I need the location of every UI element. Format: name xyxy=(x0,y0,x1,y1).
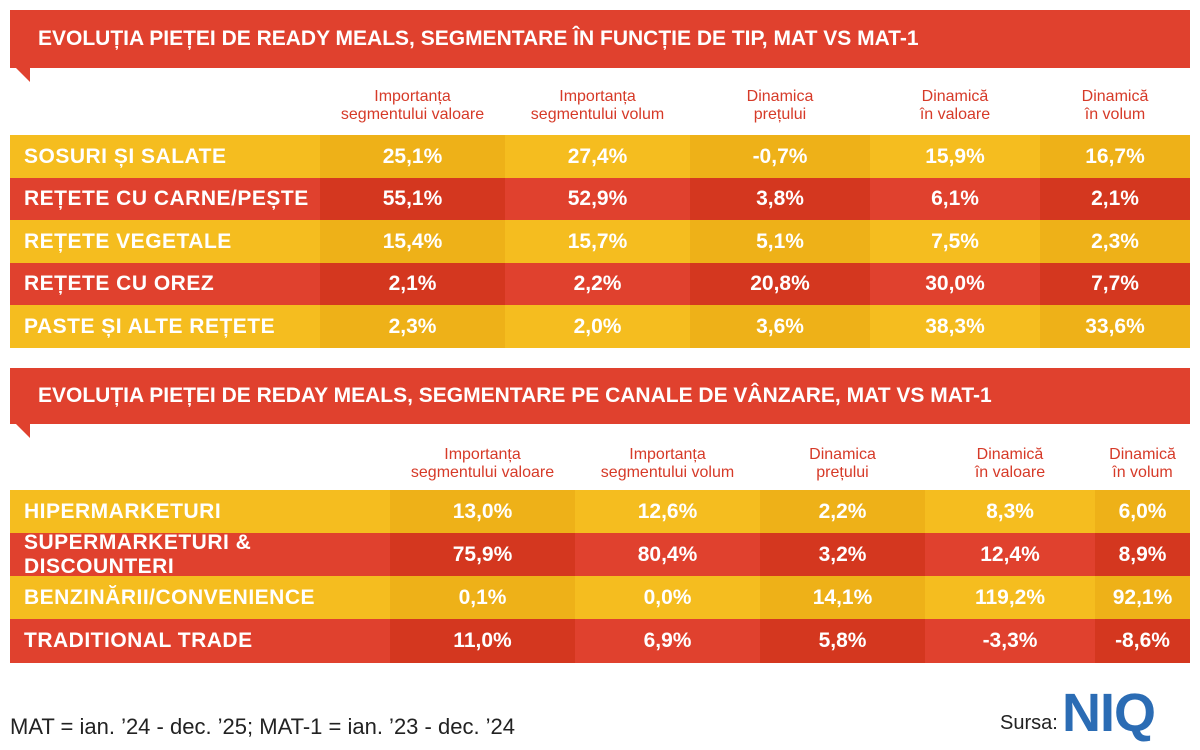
value-cell: 11,0% xyxy=(390,619,575,663)
logo: NIQ xyxy=(1062,683,1156,743)
value-cell: 6,0% xyxy=(1095,490,1190,534)
value-cell: 14,1% xyxy=(760,576,925,620)
column-header: Dinamică în valoare xyxy=(974,446,1046,481)
row-label: REȚETE CU CARNE/PEȘTE xyxy=(10,177,320,221)
value-cell: -0,7% xyxy=(690,135,870,179)
value-cell: 7,5% xyxy=(870,220,1040,264)
value-cell: 2,3% xyxy=(320,305,505,349)
value-cell: 6,9% xyxy=(575,619,760,663)
value-cell: 3,8% xyxy=(690,177,870,221)
table-title: EVOLUȚIA PIEȚEI DE READY MEALS, SEGMENTA… xyxy=(10,10,1190,68)
value-cell: 8,3% xyxy=(925,490,1095,534)
banner-tail xyxy=(16,68,30,82)
table-title: EVOLUȚIA PIEȚEI DE REDAY MEALS, SEGMENTA… xyxy=(10,368,1190,424)
value-cell: 55,1% xyxy=(320,177,505,221)
value-cell: 5,8% xyxy=(760,619,925,663)
banner-tail xyxy=(16,424,30,438)
value-cell: 52,9% xyxy=(505,177,690,221)
column-header: Dinamică în volum xyxy=(1109,446,1176,481)
row-label: REȚETE CU OREZ xyxy=(10,262,320,306)
value-cell: 30,0% xyxy=(870,262,1040,306)
value-cell: 2,2% xyxy=(760,490,925,534)
value-cell: 12,4% xyxy=(925,533,1095,577)
value-cell: 2,2% xyxy=(505,262,690,306)
value-cell: -3,3% xyxy=(925,619,1095,663)
column-header: Dinamica prețului xyxy=(809,446,876,481)
value-cell: 15,9% xyxy=(870,135,1040,179)
value-cell: 33,6% xyxy=(1040,305,1190,349)
row-label: BENZINĂRII/CONVENIENCE xyxy=(10,576,390,620)
column-header: Dinamica prețului xyxy=(746,88,814,123)
value-cell: 119,2% xyxy=(925,576,1095,620)
value-cell: 8,9% xyxy=(1095,533,1190,577)
column-header: Importanța segmentului valoare xyxy=(410,446,555,481)
column-header: Importanța segmentului volum xyxy=(530,88,665,123)
value-cell: 15,4% xyxy=(320,220,505,264)
column-header: Importanța segmentului volum xyxy=(600,446,735,481)
value-cell: 80,4% xyxy=(575,533,760,577)
value-cell: 3,6% xyxy=(690,305,870,349)
value-cell: 15,7% xyxy=(505,220,690,264)
value-cell: 2,3% xyxy=(1040,220,1190,264)
value-cell: 7,7% xyxy=(1040,262,1190,306)
value-cell: 38,3% xyxy=(870,305,1040,349)
value-cell: 6,1% xyxy=(870,177,1040,221)
value-cell: 16,7% xyxy=(1040,135,1190,179)
value-cell: 0,1% xyxy=(390,576,575,620)
source-label: Sursa: xyxy=(1000,712,1058,734)
column-header: Dinamică în volum xyxy=(1081,88,1149,123)
value-cell: 2,1% xyxy=(1040,177,1190,221)
row-label: PASTE ȘI ALTE REȚETE xyxy=(10,305,320,349)
value-cell: -8,6% xyxy=(1095,619,1190,663)
row-label: REȚETE VEGETALE xyxy=(10,220,320,264)
value-cell: 75,9% xyxy=(390,533,575,577)
value-cell: 92,1% xyxy=(1095,576,1190,620)
value-cell: 3,2% xyxy=(760,533,925,577)
value-cell: 5,1% xyxy=(690,220,870,264)
row-label: TRADITIONAL TRADE xyxy=(10,619,390,663)
row-label: SUPERMARKETURI & DISCOUNTERI xyxy=(10,531,390,578)
value-cell: 0,0% xyxy=(575,576,760,620)
value-cell: 20,8% xyxy=(690,262,870,306)
column-header: Dinamică în valoare xyxy=(919,88,991,123)
value-cell: 2,0% xyxy=(505,305,690,349)
value-cell: 27,4% xyxy=(505,135,690,179)
value-cell: 25,1% xyxy=(320,135,505,179)
row-label: SOSURI ȘI SALATE xyxy=(10,135,320,179)
value-cell: 2,1% xyxy=(320,262,505,306)
footer-note: MAT = ian. ’24 - dec. ’25; MAT-1 = ian. … xyxy=(10,714,516,739)
value-cell: 13,0% xyxy=(390,490,575,534)
column-header: Importanța segmentului valoare xyxy=(340,88,485,123)
row-label: HIPERMARKETURI xyxy=(10,490,390,534)
value-cell: 12,6% xyxy=(575,490,760,534)
